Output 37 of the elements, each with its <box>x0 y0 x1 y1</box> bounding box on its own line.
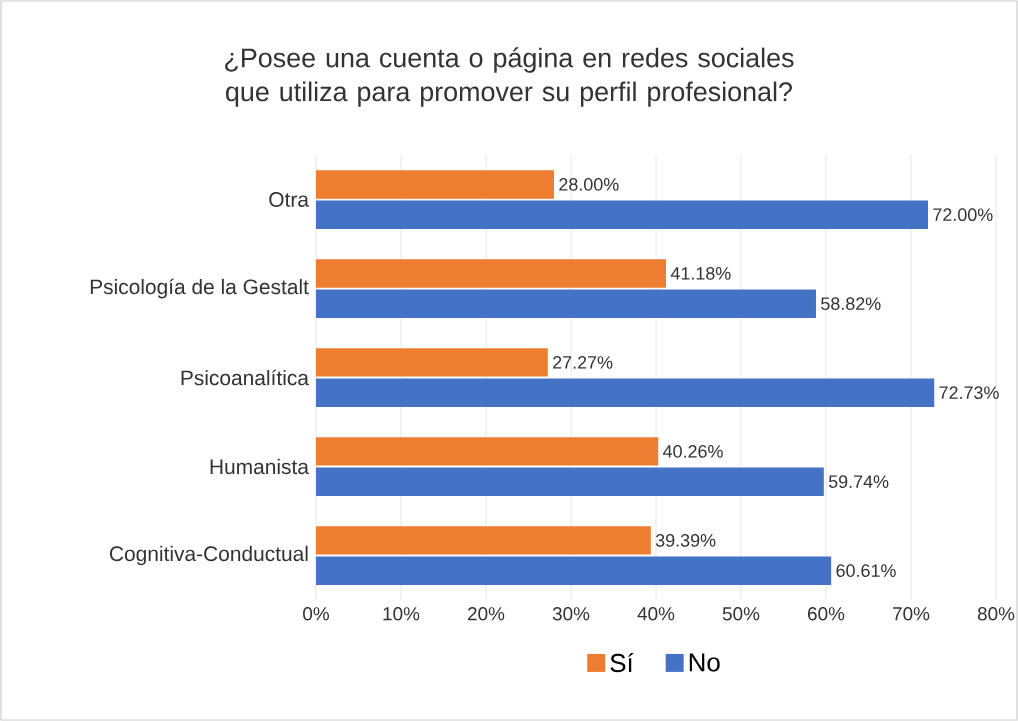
data-label: 58.82% <box>821 297 881 310</box>
x-tick-label: 40% <box>637 607 675 621</box>
legend-label: No <box>689 653 720 672</box>
bar <box>316 200 929 229</box>
bar <box>316 526 651 555</box>
x-tick-label: 60% <box>808 607 845 621</box>
data-label: 72.00% <box>933 208 993 221</box>
bar <box>316 348 548 377</box>
data-label: 28.00% <box>559 178 619 191</box>
data-label: 72.73% <box>939 386 999 399</box>
bar <box>316 437 659 466</box>
data-label: 60.61% <box>836 564 896 577</box>
y-tick-label: Humanista <box>210 458 309 475</box>
legend-label: Sí <box>610 652 634 673</box>
data-label: 39.39% <box>655 534 716 547</box>
x-tick-label: 30% <box>552 607 590 621</box>
bar <box>316 378 935 407</box>
x-tick-label: 50% <box>722 607 760 621</box>
data-label: 27.27% <box>553 356 613 369</box>
bar <box>316 259 667 288</box>
y-tick-label: Otra <box>269 192 309 207</box>
data-label: 40.26% <box>663 445 723 458</box>
bar <box>316 556 832 585</box>
x-tick-label: 0% <box>303 607 329 621</box>
x-tick-label: 10% <box>383 607 420 621</box>
x-tick-label: 70% <box>893 607 930 621</box>
bar <box>316 467 824 496</box>
x-tick-label: 20% <box>468 607 505 621</box>
x-tick-label: 80% <box>977 607 1015 621</box>
y-tick-label: Psicoanalítica <box>181 369 309 386</box>
data-label: 59.74% <box>828 475 889 488</box>
bar <box>316 170 554 199</box>
bar <box>316 289 816 318</box>
chart-title: ¿Posee una cuenta o página en redes sociales que utiliza para promover su perfil profesional? <box>225 47 794 107</box>
data-label: 41.18% <box>670 267 731 280</box>
y-tick-label: Psicología de la Gestalt <box>90 278 309 299</box>
y-tick-label: Cognitiva-Conductual <box>109 545 308 566</box>
